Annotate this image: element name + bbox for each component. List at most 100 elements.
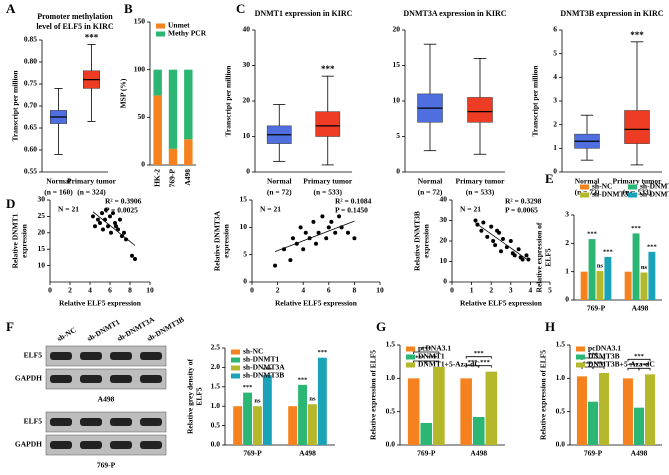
x-tick-label: A498 — [299, 449, 316, 458]
x-tick-label: 5 — [548, 286, 552, 295]
bar — [317, 357, 327, 445]
bracket — [478, 365, 492, 368]
legend-swatch — [406, 362, 415, 368]
axis — [41, 40, 108, 173]
x-tick-label: A498 — [470, 449, 487, 458]
significance: *** — [634, 353, 644, 360]
significance: *** — [474, 350, 484, 357]
chart-title: DNMT3B expression in KIRC — [560, 9, 663, 18]
point — [333, 230, 338, 235]
significance: *** — [594, 360, 604, 367]
bar-segment — [184, 69, 193, 140]
x-tick-label: 10 — [146, 286, 154, 295]
bar — [433, 367, 445, 445]
panel-letter: C — [236, 1, 245, 16]
axis — [254, 30, 352, 173]
blot-band — [80, 418, 102, 426]
bar-segment — [153, 69, 162, 96]
point — [122, 230, 126, 235]
y-tick-label: 30 — [243, 60, 251, 69]
x-tick-label: Primary tumor — [303, 177, 353, 186]
category-note: (n = 160) — [44, 188, 73, 197]
significance: *** — [421, 345, 431, 352]
point — [524, 253, 529, 258]
legend-swatch — [406, 346, 415, 352]
x-tick-label: 769-P — [417, 449, 436, 458]
annotation: N = 21 — [460, 205, 481, 214]
legend-swatch — [406, 354, 415, 360]
point — [516, 247, 521, 252]
y-tick-label: 5 — [243, 249, 247, 258]
bar — [622, 378, 633, 445]
legend-label: Unmet — [168, 21, 190, 30]
legend-label: sh-DNMT3B — [640, 190, 669, 199]
blot-strip — [45, 434, 167, 456]
significance: *** — [631, 225, 641, 232]
legend-swatch — [231, 365, 240, 371]
significance: *** — [630, 30, 644, 40]
bar — [262, 375, 272, 445]
x-tick-label: A498 — [632, 304, 649, 313]
category-note: (n = 533) — [314, 188, 343, 197]
point — [118, 217, 122, 222]
bracket — [638, 367, 651, 371]
y-axis-label: Relative DNMT1 — [11, 213, 20, 268]
point — [113, 220, 117, 225]
category-note: (n = 324) — [77, 188, 106, 197]
x-tick-label: 769-P — [168, 169, 177, 188]
blot-band — [140, 418, 162, 426]
y-tick-label: 0.75 — [24, 79, 37, 88]
blot-band — [110, 418, 132, 426]
bar — [604, 256, 612, 300]
y-axis-label: Relative expression of ELF5 — [539, 350, 548, 440]
panel-letter: E — [545, 171, 554, 186]
box — [467, 97, 493, 123]
significance: *** — [415, 354, 425, 361]
point — [120, 234, 124, 239]
bracket — [465, 356, 492, 359]
legend-label: Methy PCR — [168, 29, 207, 38]
y-tick-label: 0 — [141, 160, 145, 169]
y-tick-label: 40 — [243, 25, 251, 34]
x-axis-label: Relative ELF5 expression — [59, 299, 142, 308]
chart-title: Promoter methylation — [37, 12, 113, 21]
y-tick-label: 0 — [243, 277, 247, 286]
annotation: N = 21 — [260, 205, 281, 214]
bar — [308, 404, 317, 445]
y-tick-label: 0.5 — [556, 406, 566, 415]
significance: ns — [641, 264, 648, 271]
point — [324, 236, 329, 241]
x-tick-label: 10 — [376, 286, 384, 295]
x-tick-label: 0 — [450, 286, 454, 295]
y-tick-label: 0.0 — [556, 440, 566, 449]
blot-band — [110, 375, 132, 383]
point — [526, 257, 531, 262]
point — [499, 249, 503, 254]
point — [290, 236, 295, 241]
point — [326, 225, 331, 230]
significance: *** — [468, 359, 478, 366]
trend-line — [475, 222, 529, 261]
y-tick-label: 150 — [134, 17, 146, 26]
y-tick-label: 0.0 — [386, 440, 396, 449]
point — [481, 220, 486, 225]
blot-strip — [45, 345, 167, 367]
significance: *** — [262, 367, 272, 374]
point — [339, 225, 344, 230]
y-tick-label: 0.0 — [211, 440, 221, 449]
cell-line-label: A498 — [98, 395, 115, 404]
box — [315, 111, 341, 137]
legend-swatch — [231, 349, 240, 355]
row-label: GAPDH — [15, 440, 42, 449]
y-axis-label: Transcript per million — [11, 70, 20, 142]
point — [493, 243, 498, 248]
x-tick-label: 0 — [48, 286, 52, 295]
y-tick-label: 10 — [440, 256, 448, 265]
significance: *** — [583, 360, 593, 367]
x-tick-label: Primary tumor — [67, 177, 117, 186]
x-axis-label: Relative ELF5 expression — [275, 299, 358, 308]
y-tick-label: 0.70 — [24, 101, 37, 110]
legend-swatch — [231, 357, 240, 363]
y-tick-label: 0 — [246, 167, 250, 176]
blot-band — [110, 441, 132, 449]
